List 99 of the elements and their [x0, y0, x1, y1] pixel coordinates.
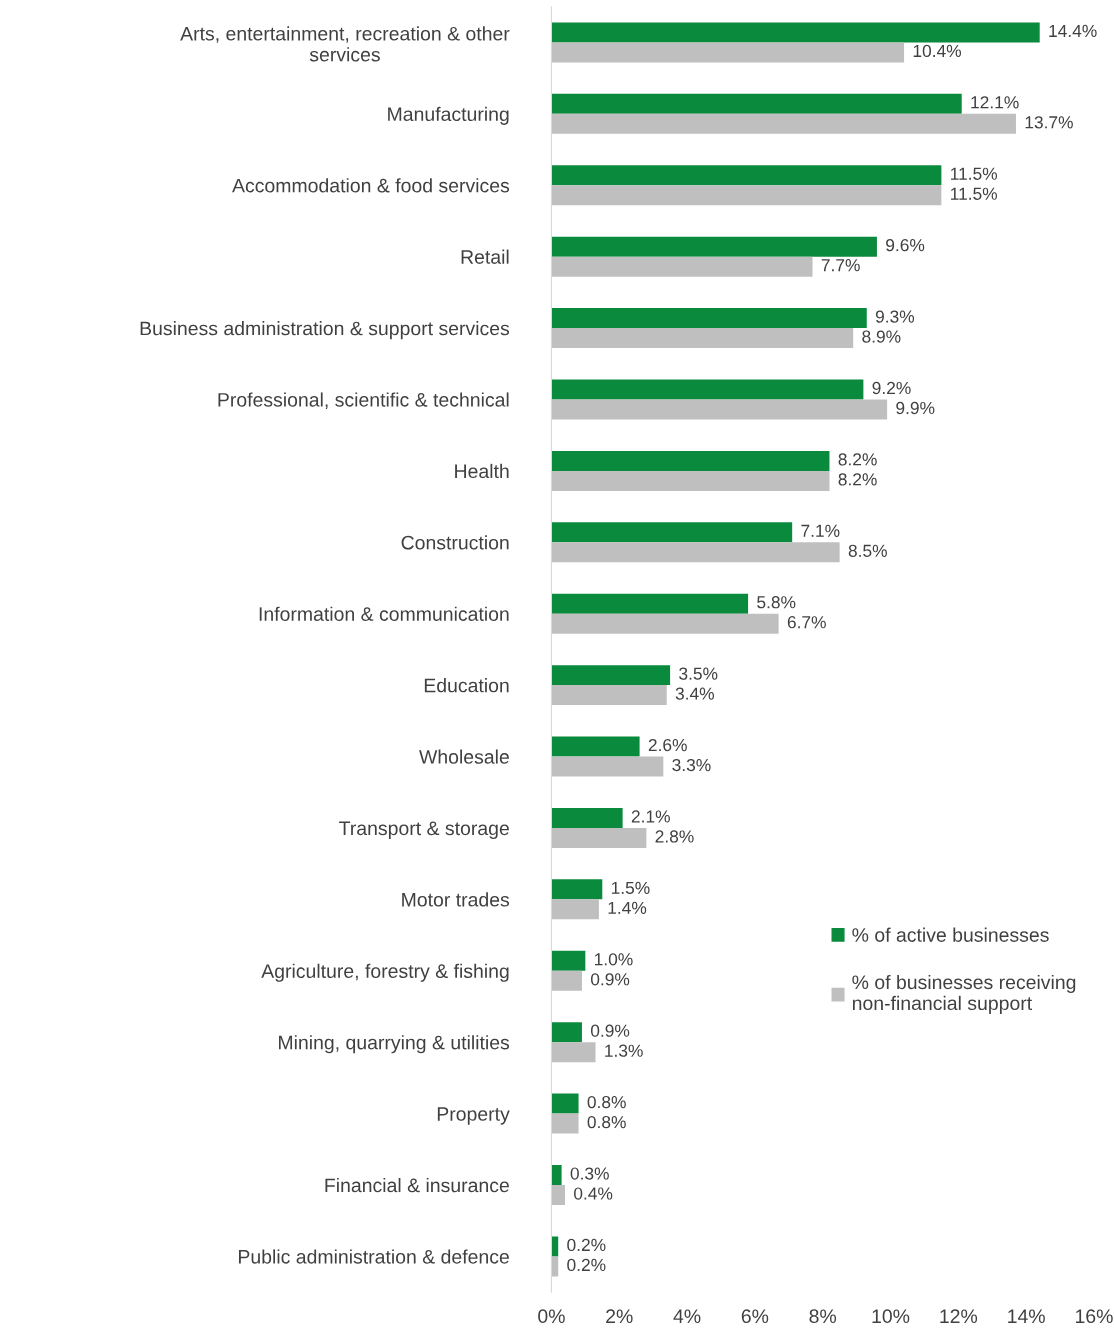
y-tick-label: Financial & insurance: [325, 1177, 509, 1193]
legend-label: % of businesses receiving non-financial support: [852, 974, 1076, 1014]
y-tick-label: Business administration & support services: [140, 321, 510, 340]
data-label: 0.4%: [574, 1187, 613, 1200]
bar: [551, 399, 888, 420]
data-label: 11.5%: [951, 167, 998, 180]
data-label: 3.5%: [679, 667, 718, 680]
data-label: 9.9%: [896, 401, 935, 415]
x-tick-label: 16%: [1075, 1309, 1113, 1324]
data-label: 0.2%: [567, 1238, 606, 1252]
data-label: 0.8%: [587, 1095, 626, 1109]
data-label: 3.4%: [675, 687, 714, 700]
y-tick-label: Transport & storage: [339, 821, 509, 840]
bar: [551, 756, 664, 777]
x-tick-label: 6%: [741, 1309, 769, 1324]
data-label: 9.2%: [872, 381, 911, 395]
data-label: 0.3%: [570, 1167, 609, 1180]
data-label: 2.8%: [655, 830, 694, 843]
bar: [551, 736, 640, 757]
y-tick-label: Agriculture, forestry & fishing: [261, 963, 509, 982]
data-label: 7.1%: [801, 524, 840, 537]
y-tick-label: Manufacturing: [388, 106, 509, 125]
bar: [551, 185, 942, 206]
data-label: 6.7%: [787, 616, 826, 629]
legend-label: % of active businesses: [852, 927, 1049, 942]
data-label: 0.9%: [590, 973, 630, 986]
y-tick-label: Information & communication: [259, 606, 509, 621]
y-tick-label: Arts, entertainment, recreation & other services: [180, 26, 510, 62]
bar: [551, 328, 854, 349]
bar: [551, 450, 830, 471]
bar: [551, 93, 962, 114]
data-label: 3.3%: [672, 758, 711, 772]
bar: [551, 613, 779, 634]
bar: [551, 1165, 562, 1186]
data-label: 0.2%: [567, 1258, 606, 1272]
y-tick-label: Education: [424, 678, 509, 693]
bar: [551, 308, 867, 329]
x-tick-label: 8%: [809, 1309, 837, 1324]
y-tick-label: Public administration & defence: [239, 1249, 509, 1264]
y-tick-label: Professional, scientific & technical: [218, 392, 509, 409]
bar: [551, 379, 864, 400]
data-label: 2.6%: [648, 738, 687, 752]
data-label: 1.5%: [611, 881, 650, 895]
data-label: 1.4%: [608, 901, 647, 914]
data-label: 8.2%: [838, 473, 877, 486]
data-label: 9.6%: [886, 239, 925, 252]
data-label: 5.8%: [757, 596, 796, 609]
y-tick-label: Retail: [461, 249, 509, 264]
bar: [551, 807, 623, 828]
data-label: 1.0%: [594, 953, 633, 966]
x-tick-label: 12%: [940, 1309, 978, 1324]
bar: [551, 827, 647, 848]
data-label: 8.2%: [838, 453, 877, 466]
x-tick-label: 4%: [673, 1309, 701, 1324]
y-tick-label: Health: [455, 463, 509, 479]
y-tick-label: Accommodation & food services: [232, 178, 510, 193]
data-label: 0.8%: [587, 1115, 626, 1129]
data-label: 11.5%: [951, 187, 998, 200]
data-label: 0.9%: [590, 1024, 630, 1037]
data-label: 7.7%: [821, 259, 860, 272]
x-tick-label: 14%: [1008, 1309, 1045, 1324]
x-tick-label: 2%: [606, 1309, 633, 1324]
bar: [551, 42, 905, 63]
y-tick-label: Construction: [401, 535, 509, 550]
bar: [551, 522, 793, 543]
x-tick-label: 10%: [872, 1309, 910, 1324]
bar: [551, 879, 603, 900]
y-tick-label: Property: [437, 1107, 510, 1125]
bar: [551, 256, 813, 277]
data-label: 2.1%: [631, 810, 670, 823]
y-tick-label: Wholesale: [419, 749, 509, 764]
bar: [551, 542, 840, 563]
bar: [551, 470, 830, 491]
bar: [551, 1185, 565, 1206]
bar: [551, 1042, 596, 1063]
x-tick-label: 0%: [538, 1309, 565, 1324]
bar: [551, 22, 1040, 43]
data-label: 9.3%: [875, 310, 915, 323]
bar: [551, 165, 942, 186]
bar: [551, 1113, 579, 1134]
bar: [551, 685, 667, 706]
y-tick-label: Mining, quarrying & utilities: [279, 1035, 510, 1054]
data-label: 10.4%: [913, 44, 962, 58]
bar: [551, 593, 749, 614]
bar: [551, 950, 586, 971]
data-label: 1.3%: [605, 1044, 643, 1057]
data-label: 14.4%: [1049, 24, 1097, 37]
data-label: 8.9%: [862, 330, 901, 343]
data-label: 13.7%: [1025, 116, 1073, 129]
y-tick-label: Motor trades: [402, 892, 510, 907]
bar: [551, 665, 671, 686]
data-label: 12.1%: [971, 96, 1019, 109]
bar: [551, 899, 599, 920]
bar: [551, 236, 877, 257]
bar: [551, 1022, 582, 1043]
bar: [551, 1093, 579, 1114]
data-label: 8.5%: [848, 544, 887, 557]
bar: [551, 113, 1016, 134]
bar: [551, 970, 582, 991]
